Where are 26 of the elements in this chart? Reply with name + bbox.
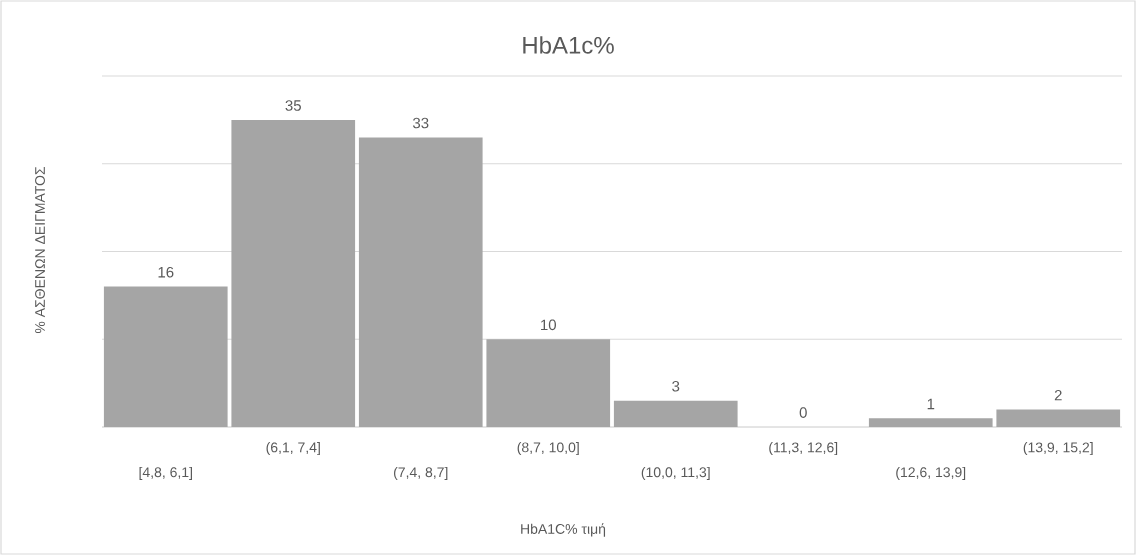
x-tick-label: [4,8, 6,1] — [139, 466, 192, 480]
chart-title: HbA1c% — [523, 36, 614, 54]
data-label: 1 — [927, 398, 935, 410]
x-tick-label: (8,7, 10,0] — [517, 442, 579, 456]
bar — [996, 409, 1121, 427]
bar — [103, 286, 228, 427]
x-tick-label: (11,3, 12,6] — [769, 442, 838, 456]
data-label: 10 — [541, 319, 556, 331]
x-tick-label: (13,9, 15,2] — [1023, 442, 1093, 456]
bar — [231, 119, 356, 427]
bar — [358, 137, 483, 427]
x-tick-label: (6,1, 7,4] — [266, 442, 320, 456]
x-axis-title: HbA1C% τιμή — [521, 523, 606, 537]
x-tick-label: (7,4, 8,7] — [394, 466, 448, 480]
data-label: 3 — [672, 380, 680, 392]
data-label: 33 — [412, 117, 429, 129]
x-tick-label: (12,6, 13,9] — [896, 466, 966, 480]
bar — [868, 418, 993, 427]
data-label: 2 — [1054, 389, 1062, 401]
bar — [486, 339, 611, 427]
data-label: 35 — [285, 100, 301, 111]
data-label: 16 — [158, 266, 174, 278]
x-tick-label: (10,0, 11,3] — [641, 466, 710, 480]
bar — [613, 400, 738, 427]
data-label: 0 — [799, 407, 807, 418]
y-axis-title: % ΑΣΘΕΝΩΝ ΔΕΙΓΜΑΤΟΣ — [35, 166, 45, 334]
